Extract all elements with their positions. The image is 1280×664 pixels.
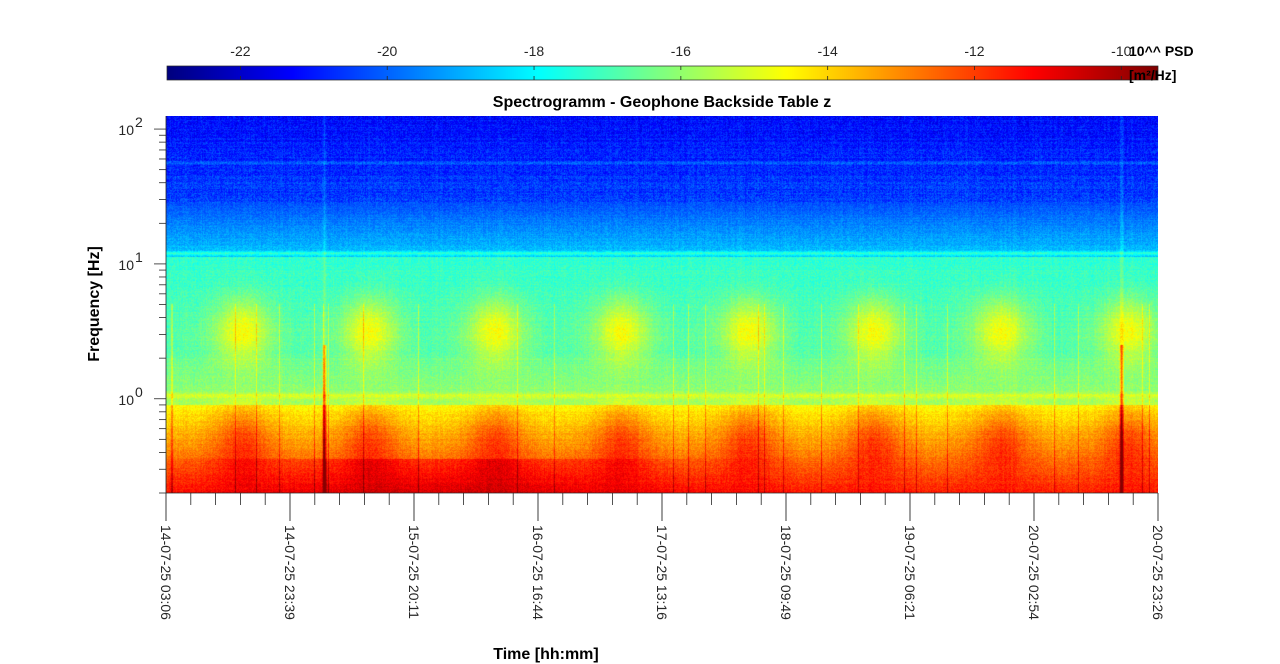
y-tick-exponent: 0: [135, 384, 143, 400]
colorbar-tick-label: -16: [671, 43, 691, 59]
x-tick-label: 16-07-25 16:44: [530, 525, 546, 620]
colorbar: -22 -20 -18 -16 -14 -12 -10 10^^ PSD [m²/Hz]: [166, 43, 1194, 83]
x-tick-label: 14-07-25 03:06: [158, 525, 174, 620]
colorbar-tick-label: -20: [377, 43, 397, 59]
x-axis: 14-07-25 03:06 14-07-25 23:39 15-07-25 20:…: [158, 493, 1166, 620]
colorbar-ticks: -22 -20 -18 -16 -14 -12 -10: [230, 43, 1132, 80]
y-tick-label: 10: [118, 122, 134, 138]
x-tick-label: 20-07-25 23:26: [1150, 525, 1166, 620]
x-tick-label: 19-07-25 06:21: [902, 525, 918, 620]
colorbar-tick-label: -14: [818, 43, 838, 59]
colorbar-gradient: [167, 66, 1158, 80]
x-tick-label: 17-07-25 13:16: [654, 525, 670, 620]
spectrogram-heatmap: [166, 116, 1158, 493]
x-tick-label: 18-07-25 09:49: [778, 525, 794, 620]
y-tick-label: 10: [118, 257, 134, 273]
colorbar-label-line1: 10^^ PSD: [1129, 43, 1194, 59]
x-tick-label: 15-07-25 20:11: [406, 525, 422, 619]
colorbar-tick-label: -18: [524, 43, 544, 59]
x-axis-label: Time [hh:mm]: [493, 646, 598, 663]
y-axis-label: Frequency [Hz]: [86, 246, 103, 362]
x-tick-label: 20-07-25 02:54: [1026, 525, 1042, 620]
y-tick-exponent: 2: [135, 114, 143, 130]
colorbar-tick-label: -12: [964, 43, 984, 59]
y-tick-exponent: 1: [135, 249, 143, 265]
y-tick-label: 10: [118, 392, 134, 408]
x-tick-label: 14-07-25 23:39: [282, 525, 298, 620]
chart-title: Spectrogramm - Geophone Backside Table z: [493, 94, 831, 111]
plot-area: [165, 116, 1158, 494]
colorbar-tick-label: -10: [1111, 43, 1131, 59]
colorbar-label-line2: [m²/Hz]: [1129, 67, 1176, 83]
colorbar-tick-label: -22: [230, 43, 250, 59]
